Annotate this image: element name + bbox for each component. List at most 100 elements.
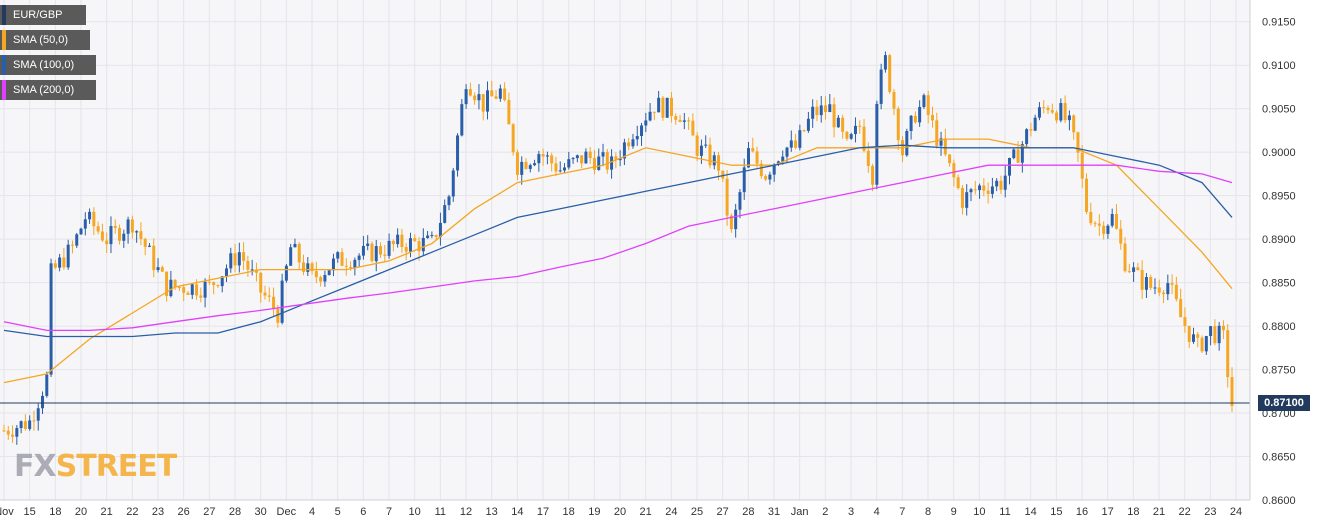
- x-tick-label: 14: [511, 506, 523, 518]
- candle-body: [1226, 330, 1230, 378]
- candle-body: [387, 240, 391, 256]
- legend-item-sma-200[interactable]: SMA (200,0): [0, 80, 96, 100]
- candle-body: [383, 254, 387, 256]
- candle-body: [575, 155, 579, 159]
- candle-body: [819, 105, 823, 116]
- candle-body: [53, 263, 57, 268]
- candle-body: [674, 116, 678, 120]
- candle-body: [473, 95, 477, 101]
- x-tick-label: 18: [563, 506, 575, 518]
- candle-body: [563, 167, 567, 171]
- candle-body: [165, 271, 169, 297]
- candle-body: [66, 244, 70, 268]
- candle-body: [622, 142, 626, 159]
- candle-body: [1230, 377, 1234, 406]
- sma-lines: [3, 138, 1233, 384]
- legend-swatch: [2, 55, 6, 75]
- candle-body: [229, 253, 233, 269]
- candle-body: [152, 245, 156, 271]
- candle-body: [926, 95, 930, 116]
- candle-body: [186, 292, 190, 295]
- candle-body: [990, 186, 994, 194]
- candle-body: [1144, 277, 1148, 290]
- candle-body: [948, 154, 952, 164]
- candle-body: [682, 120, 686, 122]
- x-tick-label: Nov: [0, 506, 14, 518]
- candle-body: [468, 89, 472, 96]
- candle-body: [871, 165, 875, 185]
- x-tick-label: 16: [1076, 506, 1088, 518]
- candle-body: [357, 255, 361, 260]
- candle-body: [2, 430, 6, 432]
- candle-body: [203, 281, 207, 298]
- candle-body: [233, 253, 237, 266]
- candle-body: [1209, 326, 1213, 337]
- candle-body: [1089, 211, 1093, 224]
- candle-body: [883, 55, 887, 70]
- candle-body: [734, 209, 738, 230]
- candle-body: [892, 91, 896, 109]
- candle-body: [824, 105, 828, 113]
- candle-body: [1132, 267, 1136, 272]
- candle-body: [614, 156, 618, 161]
- candle-body: [1029, 129, 1033, 131]
- candle-body: [725, 178, 729, 216]
- candle-body: [302, 262, 306, 272]
- x-tick-label: 13: [486, 506, 498, 518]
- candle-body: [135, 231, 139, 233]
- candle-body: [1055, 112, 1059, 121]
- candle-body: [374, 246, 378, 262]
- candle-body: [143, 238, 147, 247]
- candle-body: [434, 235, 438, 238]
- legend-label: SMA (200,0): [13, 84, 75, 96]
- candle-body: [336, 252, 340, 259]
- x-tick-label: 24: [1230, 506, 1242, 518]
- candle-body: [918, 106, 922, 123]
- x-tick-label: 23: [1204, 506, 1216, 518]
- x-tick-label: 28: [742, 506, 754, 518]
- candle-body: [447, 196, 451, 206]
- y-tick-label: 0.9050: [1262, 104, 1296, 116]
- x-tick-label: 10: [973, 506, 985, 518]
- candle-body: [139, 231, 143, 239]
- candle-body: [147, 245, 151, 247]
- candle-body: [661, 97, 665, 118]
- candle-body: [310, 263, 314, 272]
- candle-body: [935, 120, 939, 146]
- candle-body: [853, 125, 857, 135]
- candle-body: [460, 104, 464, 136]
- legend-item-sma-50[interactable]: SMA (50,0): [0, 30, 90, 50]
- candle-body: [195, 284, 199, 296]
- candle-body: [413, 238, 417, 242]
- candle-body: [1050, 110, 1054, 113]
- candle-body: [75, 234, 79, 246]
- candle-body: [494, 96, 498, 99]
- candle-body: [92, 211, 96, 227]
- candle-body: [391, 240, 395, 245]
- candle-body: [1153, 287, 1157, 289]
- candle-body: [832, 104, 836, 128]
- candle-body: [1187, 325, 1191, 342]
- legend-item-sma-100[interactable]: SMA (100,0): [0, 55, 96, 75]
- x-tick-label: 15: [24, 506, 36, 518]
- candle-body: [828, 104, 832, 113]
- candle-body: [960, 188, 964, 208]
- candle-body: [464, 89, 468, 105]
- candle-body: [811, 106, 815, 119]
- candle-body: [331, 258, 335, 271]
- x-tick-label: 20: [75, 506, 87, 518]
- candle-body: [370, 243, 374, 262]
- candle-body: [913, 115, 917, 123]
- candle-body: [699, 145, 703, 156]
- candle-body: [118, 227, 122, 241]
- x-tick-label: 28: [229, 506, 241, 518]
- candle-body: [349, 266, 353, 268]
- y-tick-label: 0.8850: [1262, 278, 1296, 290]
- candle-body: [212, 282, 216, 286]
- candle-body: [541, 154, 545, 157]
- candle-body: [96, 226, 100, 232]
- candle-body: [177, 287, 181, 289]
- candle-body: [340, 252, 344, 266]
- candle-body: [250, 269, 254, 271]
- legend-item-eurgbp[interactable]: EUR/GBP: [0, 5, 86, 25]
